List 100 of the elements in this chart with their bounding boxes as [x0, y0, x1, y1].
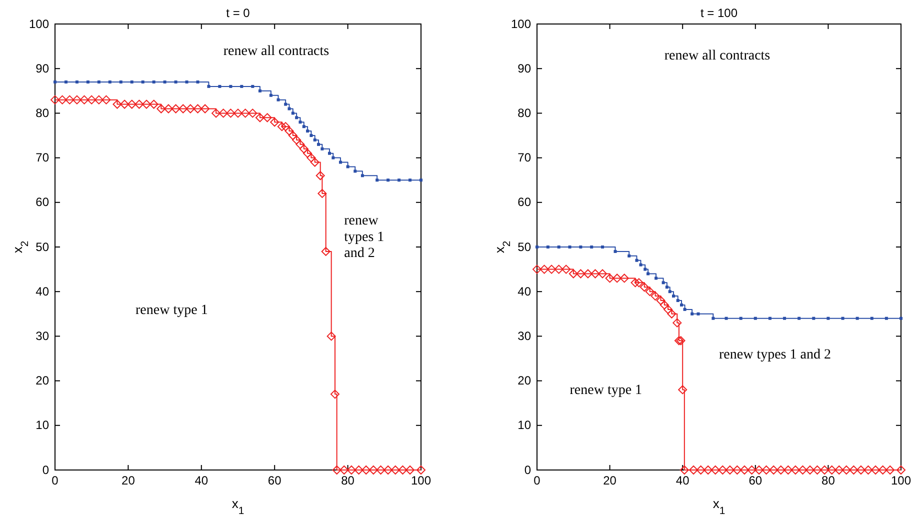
point	[54, 80, 56, 84]
point	[306, 130, 310, 133]
point	[790, 466, 800, 474]
point	[579, 246, 582, 248]
x-axis-title: x$_{1}$	[712, 496, 726, 515]
point	[568, 246, 572, 248]
point	[321, 246, 330, 256]
point	[576, 269, 586, 278]
point	[310, 134, 313, 137]
y-tick-label: 60	[36, 195, 50, 210]
point	[354, 466, 364, 474]
x-tick-label: 100	[410, 474, 432, 488]
point	[276, 98, 280, 102]
point	[141, 80, 144, 84]
point	[630, 278, 640, 288]
point	[672, 294, 675, 298]
point	[842, 466, 851, 474]
point	[696, 312, 700, 316]
point	[291, 112, 294, 115]
point	[178, 104, 188, 114]
y-tick-label: 40	[36, 284, 50, 298]
point	[667, 309, 676, 318]
point	[406, 466, 415, 474]
annotation: renew types 1 and 2	[344, 214, 384, 261]
point	[376, 466, 386, 474]
x-tick-label: 100	[890, 474, 912, 488]
point	[620, 274, 629, 283]
point	[683, 308, 686, 311]
point	[186, 104, 195, 114]
annotation: renew type 1	[570, 383, 642, 398]
y-tick-label: 0	[524, 462, 532, 477]
point	[856, 466, 866, 474]
point	[704, 466, 713, 474]
y-tick-label: 50	[518, 240, 532, 254]
x-tick-label: 0	[534, 474, 541, 488]
point	[196, 80, 200, 84]
point	[826, 316, 830, 320]
point	[292, 135, 302, 144]
point	[740, 466, 749, 474]
point	[654, 276, 658, 280]
point	[330, 390, 340, 399]
point	[288, 107, 291, 110]
point	[812, 466, 822, 474]
point	[384, 466, 393, 474]
point	[94, 95, 104, 104]
point	[152, 80, 156, 84]
point	[212, 108, 221, 118]
point	[886, 466, 895, 474]
point	[346, 165, 350, 168]
point	[386, 178, 390, 182]
point	[784, 466, 793, 474]
point	[310, 158, 320, 167]
point	[540, 264, 549, 274]
point	[884, 316, 888, 320]
y-tick-label: 20	[36, 374, 50, 388]
point	[75, 80, 78, 84]
x-axis-title: x$_{1}$	[232, 496, 244, 515]
point	[240, 84, 244, 88]
point	[674, 336, 684, 346]
point	[856, 316, 859, 320]
y-tick-label: 20	[518, 374, 532, 388]
point	[754, 466, 764, 474]
point	[408, 178, 412, 182]
y-tick-label: 60	[518, 195, 532, 210]
point	[328, 152, 331, 155]
y-tick-label: 70	[36, 150, 50, 165]
point	[64, 80, 68, 84]
point	[58, 95, 67, 104]
point	[896, 466, 906, 474]
point	[664, 304, 673, 314]
point	[218, 84, 222, 88]
point	[776, 466, 786, 474]
point	[662, 281, 665, 284]
point	[612, 274, 622, 283]
point	[420, 178, 422, 182]
y-tick-label: 30	[36, 329, 50, 344]
y-tick-label: 80	[36, 106, 50, 120]
x-tick-label: 80	[822, 474, 836, 488]
point	[870, 316, 874, 320]
point	[639, 263, 642, 266]
annotation: renew all contracts	[223, 44, 330, 60]
point	[568, 269, 578, 278]
y-tick-label: 100	[510, 16, 532, 31]
point	[302, 125, 306, 128]
point	[234, 108, 242, 118]
point	[762, 466, 771, 474]
point	[900, 316, 902, 320]
point	[871, 466, 880, 474]
point	[248, 108, 258, 118]
point	[812, 316, 816, 320]
x-tick-label: 80	[341, 474, 355, 488]
y-tick-label: 40	[518, 284, 532, 298]
point	[646, 272, 650, 276]
point	[754, 316, 757, 320]
point	[557, 246, 560, 248]
point	[108, 80, 112, 84]
point	[258, 89, 262, 92]
point	[656, 296, 666, 306]
point	[130, 80, 134, 84]
point	[270, 118, 280, 127]
